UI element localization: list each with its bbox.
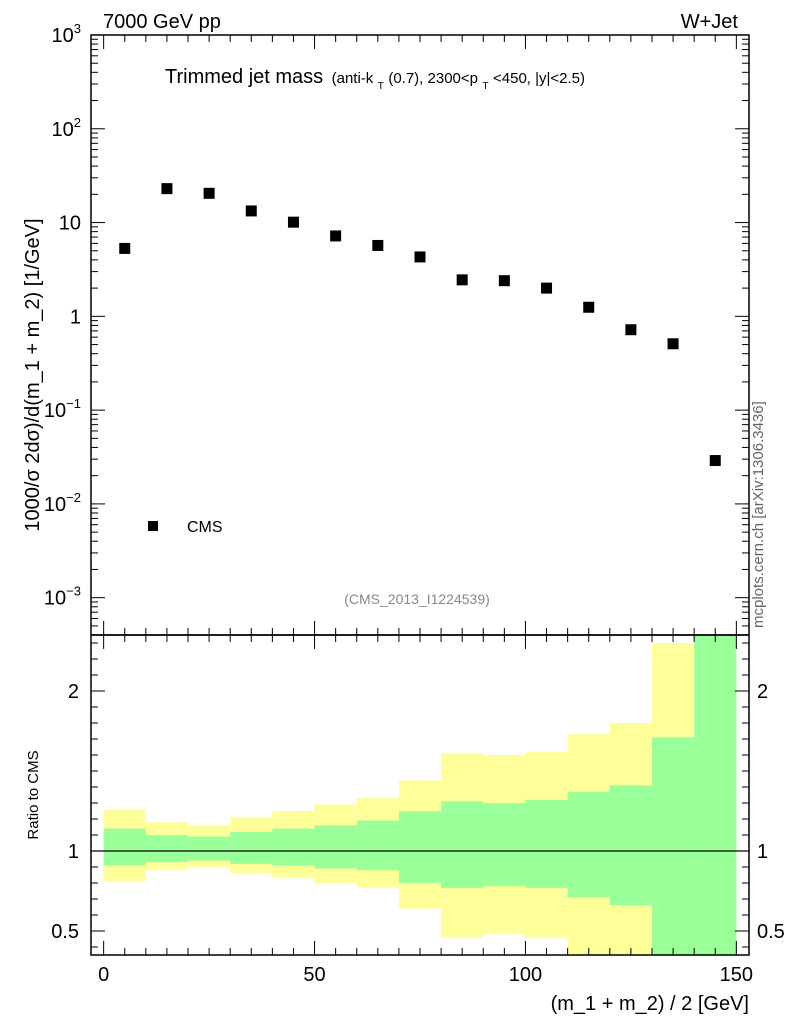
ratio-ylabel: Ratio to CMS [25, 750, 42, 839]
band-bin [398, 811, 442, 883]
watermark: mcplots.cern.ch [arXiv:1306.3436] [750, 401, 767, 628]
xtick-label: 150 [720, 964, 753, 986]
data-point [709, 455, 721, 467]
process-label: W+Jet [681, 11, 739, 33]
plot-subtitle-b: (0.7), 2300<p [388, 70, 478, 87]
band-bin [525, 799, 568, 888]
band-bin [314, 825, 357, 869]
band-statistical [103, 635, 737, 955]
plot-subtitle-a: (anti-k [332, 70, 374, 87]
ratio-ytick-label-left: 0.5 [51, 921, 79, 943]
data-point [119, 242, 131, 254]
data-point [161, 183, 173, 195]
cms-data-points [119, 183, 721, 467]
energy-label: 7000 GeV pp [103, 11, 221, 33]
band-bin [356, 820, 399, 871]
ratio-ytick-label-left: 1 [68, 841, 79, 863]
xtick-label: 100 [509, 964, 542, 986]
data-point [287, 216, 299, 228]
data-point [456, 274, 468, 286]
main-ytick-label: 10−3 [44, 584, 81, 610]
plot-subtitle-c: <450, |y|<2.5) [493, 70, 585, 87]
band-bin [103, 828, 146, 866]
plot-subtitle-sub2: T [482, 81, 488, 92]
ratio-ytick-label-right: 0.5 [757, 921, 785, 943]
data-point [245, 205, 257, 217]
xlabel: (m_1 + m_2) / 2 [GeV] [551, 993, 749, 1015]
band-bin [567, 791, 610, 898]
data-point [372, 239, 384, 251]
plot-subtitle-sub1: T [378, 81, 384, 92]
plot-title-main: Trimmed jet mass [165, 66, 323, 88]
data-point [203, 187, 215, 199]
band-bin [188, 836, 231, 861]
xtick-label: 0 [98, 964, 109, 986]
band-bin [441, 801, 484, 888]
band-bin [694, 635, 737, 955]
main-ytick-label: 10−1 [44, 396, 81, 422]
main-ytick-label: 102 [52, 115, 81, 141]
main-ytick-label: 10 [59, 213, 81, 235]
band-bin [145, 835, 189, 863]
main-ylabel: 1000/σ 2dσ)/d(m_1 + m_2) [1/GeV] [22, 218, 44, 531]
data-point [498, 275, 510, 287]
main-ytick-label: 103 [52, 21, 81, 47]
band-bin [230, 831, 273, 864]
data-point [330, 230, 342, 242]
band-bin [483, 803, 526, 887]
band-bin [272, 828, 315, 866]
ratio-bands [103, 635, 737, 955]
legend-label-cms: CMS [187, 519, 223, 536]
data-point [625, 324, 637, 336]
main-ytick-label: 10−2 [44, 490, 81, 516]
ratio-ytick-label-left: 2 [68, 681, 79, 703]
main-frame [90, 34, 750, 636]
band-bin [609, 785, 652, 906]
xtick-label: 50 [303, 964, 325, 986]
analysis-id: (CMS_2013_I1224539) [344, 591, 490, 607]
ratio-ytick-label-right: 1 [757, 841, 768, 863]
ratio-ytick-label-right: 2 [757, 681, 768, 703]
data-point [414, 251, 426, 263]
band-bin [651, 737, 695, 955]
data-point [541, 282, 553, 294]
data-point [583, 301, 595, 313]
main-ytick-label: 1 [70, 306, 81, 328]
plot-title: Trimmed jet mass (anti-k T (0.7), 2300<p… [165, 66, 585, 93]
data-point [667, 338, 679, 350]
legend-marker-cms [148, 521, 158, 531]
